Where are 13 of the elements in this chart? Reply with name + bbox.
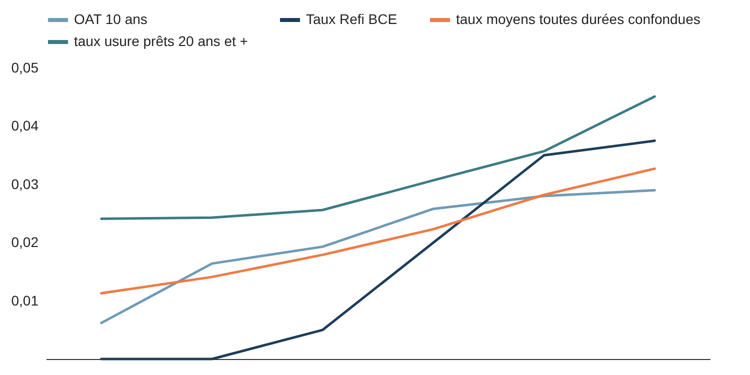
legend-label: Taux Refi BCE <box>306 11 398 27</box>
line-series <box>100 188 656 324</box>
y-tick-label: 0,01 <box>11 292 39 308</box>
line-series <box>100 140 656 360</box>
line-series <box>100 167 656 294</box>
legend-label: taux usure prêts 20 ans et + <box>74 33 248 49</box>
y-tick-label: 0,04 <box>11 118 39 134</box>
y-tick-label: 0,02 <box>11 234 39 250</box>
y-tick-label: 0,05 <box>11 60 39 76</box>
line-series <box>100 95 656 220</box>
y-tick-label: 0,03 <box>11 176 39 192</box>
legend-label: taux moyens toutes durées confondues <box>456 11 700 27</box>
legend-label: OAT 10 ans <box>74 11 148 27</box>
